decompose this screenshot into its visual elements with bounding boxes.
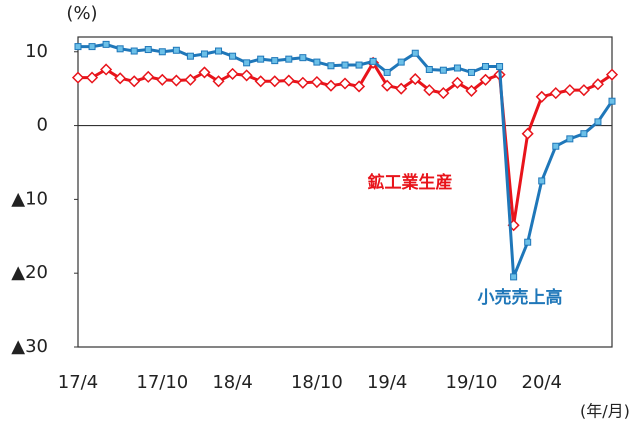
point [369,57,377,65]
point [200,50,208,58]
point [479,73,492,86]
point [226,67,239,80]
point [383,68,391,76]
point [496,63,504,71]
point [341,61,349,69]
point [74,43,82,51]
point [467,68,475,76]
point [425,65,433,73]
point [538,177,546,185]
point [577,84,590,97]
point [563,84,576,97]
point [566,135,574,143]
point [130,47,138,55]
point [465,84,478,97]
point [549,87,562,100]
point [85,71,99,84]
y-tick-label: ▲20 [11,262,48,283]
x-axis-unit: (年/月) [580,402,630,421]
series-label: 鉱工業生産 [368,172,453,193]
point [88,43,96,51]
point [102,40,110,48]
x-tick-label: 18/10 [291,372,343,393]
point [100,63,113,76]
point [215,47,223,55]
point [439,66,447,74]
point [524,238,532,246]
point [229,52,237,60]
point [437,87,450,100]
point [243,59,251,67]
y-tick-label: 10 [25,41,48,62]
point [144,46,152,54]
point [451,76,464,89]
point [285,55,293,63]
point [409,73,422,86]
point [296,76,309,89]
point [310,75,323,89]
point [184,73,197,86]
point [580,130,588,138]
x-tick-label: 17/10 [136,372,188,393]
point [186,52,194,60]
point [552,142,560,150]
point [212,75,225,88]
point [158,48,166,56]
x-tick-label: 19/4 [367,372,407,393]
point [327,62,335,70]
point [114,72,127,85]
point [395,82,408,95]
point [282,74,295,87]
x-tick-label: 18/4 [212,372,252,393]
y-tick-label: 0 [37,115,48,136]
y-tick-label: ▲30 [11,336,48,357]
point [156,73,169,86]
plot-frame [77,36,613,348]
point [355,61,363,69]
y-axis-unit: (%) [66,3,97,24]
point [521,127,534,140]
point [271,57,279,65]
point [71,71,85,84]
point [313,58,321,66]
point [128,75,141,88]
point [142,70,155,83]
point [423,84,436,97]
point [591,78,605,91]
point [299,54,307,62]
point [510,273,518,281]
x-tick-label: 19/10 [446,372,498,393]
point [535,90,548,103]
point [381,79,394,92]
point [254,75,267,88]
series-label: 小売売上高 [478,287,563,308]
point [605,68,619,81]
point [172,46,180,54]
point [198,66,211,79]
point [268,75,281,88]
point [338,77,352,90]
point [324,79,338,92]
point [170,74,183,87]
point [608,97,616,105]
point [257,55,265,63]
point [240,69,253,82]
point [397,58,405,66]
y-tick-label: ▲10 [11,188,48,209]
point [116,45,124,53]
point [411,49,419,57]
point [453,64,461,72]
point [352,80,366,93]
x-tick-label: 20/4 [522,372,562,393]
point [482,63,490,71]
point [594,118,602,126]
x-tick-label: 17/4 [58,372,98,393]
